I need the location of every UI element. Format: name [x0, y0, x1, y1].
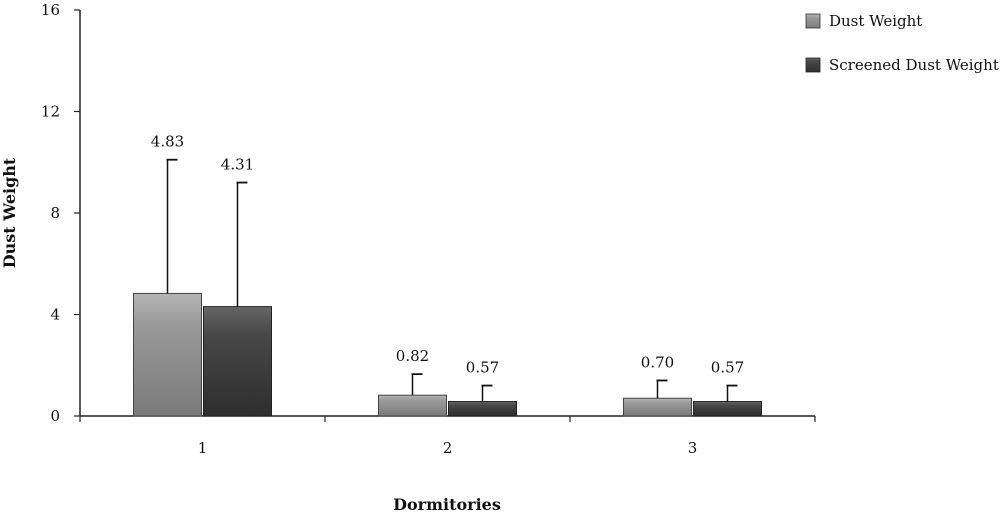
data-label: 0.57 — [711, 359, 744, 377]
legend: Dust Weight Screened Dust Weight — [805, 12, 999, 74]
y-tick-label: 4 — [50, 306, 60, 324]
legend-label-dust-weight: Dust Weight — [829, 12, 922, 30]
legend-swatch-screened-dust-weight — [805, 57, 821, 73]
x-axis-title: Dormitories — [393, 495, 501, 514]
y-tick-label: 8 — [50, 204, 60, 222]
bar-screened-dust-weight-3 — [693, 401, 762, 417]
y-tick-label: 0 — [50, 407, 60, 425]
data-label: 4.83 — [151, 133, 184, 151]
data-labels: 4.83 0.82 0.70 4.31 0.57 0.57 — [151, 133, 744, 377]
bars — [133, 292, 762, 417]
x-tick-label: 2 — [443, 439, 453, 457]
y-ticks: 0 4 8 12 16 — [41, 1, 80, 425]
x-ticks: 1 2 3 — [79, 416, 816, 457]
bar-dust-weight-2 — [378, 394, 447, 417]
bar-screened-dust-weight-2 — [448, 401, 517, 417]
error-bars — [166, 158, 738, 402]
legend-swatch-dust-weight — [805, 13, 821, 29]
x-tick-label: 1 — [198, 439, 208, 457]
legend-label-screened-dust-weight: Screened Dust Weight — [829, 56, 999, 74]
data-label: 0.57 — [466, 359, 499, 377]
y-axis-title: Dust Weight — [0, 157, 19, 268]
data-label: 0.82 — [396, 347, 429, 365]
bar-dust-weight-3 — [623, 397, 692, 417]
y-tick-label: 12 — [41, 103, 60, 121]
data-label: 0.70 — [641, 353, 674, 371]
data-label: 4.31 — [221, 156, 254, 174]
y-tick-label: 16 — [41, 1, 60, 19]
bar-dust-weight-1 — [133, 292, 202, 417]
bar-screened-dust-weight-1 — [203, 306, 272, 417]
x-tick-label: 3 — [688, 439, 698, 457]
